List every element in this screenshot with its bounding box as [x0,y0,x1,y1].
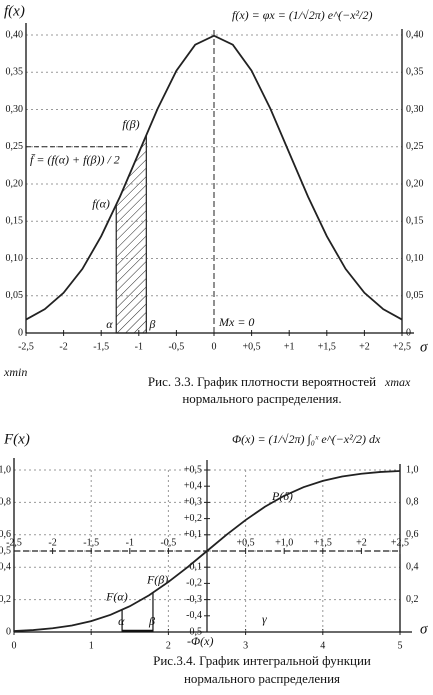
curve [13,470,401,632]
y-label: F(x) [3,431,30,447]
y2-tick-label: 0,15 [406,216,424,227]
annotation: f̄ = (f(α) + f(β)) / 2 [30,153,120,167]
sigma-tick-label: +1,5 [314,537,332,548]
y-tick-label: 0,25 [6,141,24,152]
annotation: Mx = 0 [218,315,254,329]
x-tick-label: +0,5 [243,341,261,352]
phi-tick-label: -0,2 [186,578,202,589]
y-tick-label: 0,15 [6,216,24,227]
annotation: F(β) [146,572,168,586]
phi-tick-label: +0,4 [184,480,202,491]
y2-tick-label: 0,8 [406,497,419,508]
x-tick-label: -1,5 [93,341,109,352]
y-tick-label: 0,35 [6,67,24,78]
x-tick-label: +2 [359,341,370,352]
x-tick-label: -2,5 [18,341,34,352]
x-tick-label: 5 [398,640,403,651]
y2-tick-label: 0,6 [406,529,419,540]
y-tick-label: 0,5 [0,545,11,556]
phi-tick-label: +0,1 [184,529,202,540]
x-tick-label: +1 [284,341,295,352]
y2-tick-label: 0,35 [406,67,424,78]
y-tick-label: 0,30 [6,104,24,115]
x-tick-label: +1,5 [318,341,336,352]
phi-tick-label: +0,3 [184,497,202,508]
y2-tick-label: 0,10 [406,253,424,264]
y-tick-label: 0,2 [0,594,11,605]
formula: f(x) = φx = (1/√2π) e^(−x²/2) [232,8,372,22]
y2-tick-label: 0,4 [406,561,419,572]
x-tick-label: 4 [320,640,325,651]
caption: Рис. 3.3. График плотности вероятностей [148,374,376,389]
annotation: xmin [3,365,27,379]
annotation: -Φ(x) [187,634,213,648]
y2-tick-label: 0,25 [406,141,424,152]
y2-tick-label: 0,05 [406,290,424,301]
sigma-tick-label: +2 [356,537,367,548]
annotation: β [148,317,155,331]
y2-tick-label: 0,40 [406,29,424,40]
annotation: β [148,614,155,628]
shaded-area [115,134,147,334]
x-tick-label: 2 [166,640,171,651]
x-tick-label: 0 [212,341,217,352]
sigma-tick-label: -2,5 [6,537,22,548]
curve [25,34,403,321]
sigma-tick-label: -1,5 [83,537,99,548]
sigma-tick-label: +0,5 [237,537,255,548]
sigma-tick-label: +1,0 [275,537,293,548]
x-tick-label: 0 [12,640,17,651]
x-label: σ [420,339,428,355]
annotation: α [106,317,113,331]
y-tick-label: 0 [6,626,11,637]
x-tick-label: -2 [59,341,67,352]
y-tick-label: 0,6 [0,529,11,540]
y-tick-label: 1,0 [0,464,11,475]
y-tick-label: 0,40 [6,29,24,40]
y2-tick-label: 0,30 [406,104,424,115]
x-label: σ [420,621,428,637]
y-tick-label: 0,10 [6,253,24,264]
y-tick-label: 0,8 [0,497,11,508]
sigma-tick-label: +2,5 [391,537,409,548]
annotation: xmax [384,375,411,389]
caption: нормального распределения. [182,391,341,406]
sigma-tick-label: -2 [48,537,56,548]
sigma-tick-label: -1 [126,537,134,548]
y-tick-label: 0,20 [6,178,24,189]
y-label: f(x) [4,3,25,19]
phi-tick-label: -0,4 [186,610,202,621]
y2-tick-label: 0,20 [406,178,424,189]
phi-tick-label: -0,5 [186,626,202,637]
y-tick-label: 0 [18,327,23,338]
caption: нормального распределения [184,671,340,686]
x-tick-label: +2,5 [393,341,411,352]
formula: Φ(x) = (1/√2π) ∫₀ˣ e^(−x²/2) dx [232,432,381,446]
phi-tick-label: +0,5 [184,464,202,475]
annotation: f(α) [92,196,110,210]
x-tick-label: 1 [89,640,94,651]
x-tick-label: -1 [135,341,143,352]
annotation: F(α) [105,589,128,603]
y2-tick-label: 1,0 [406,464,419,475]
annotation: γ [262,612,267,626]
caption: Рис.3.4. График интегральной функции [153,653,371,668]
annotation: α [118,614,125,628]
y2-tick-label: 0,2 [406,594,419,605]
phi-tick-label: -0,3 [186,594,202,605]
x-tick-label: -0,5 [168,341,184,352]
y-tick-label: 0,05 [6,290,24,301]
y-tick-label: 0,4 [0,561,11,572]
phi-tick-label: +0,2 [184,513,202,524]
phi-tick-label: -0,1 [186,561,202,572]
sigma-tick-label: -0,5 [160,537,176,548]
annotation: f(β) [122,117,139,131]
x-tick-label: 3 [243,640,248,651]
